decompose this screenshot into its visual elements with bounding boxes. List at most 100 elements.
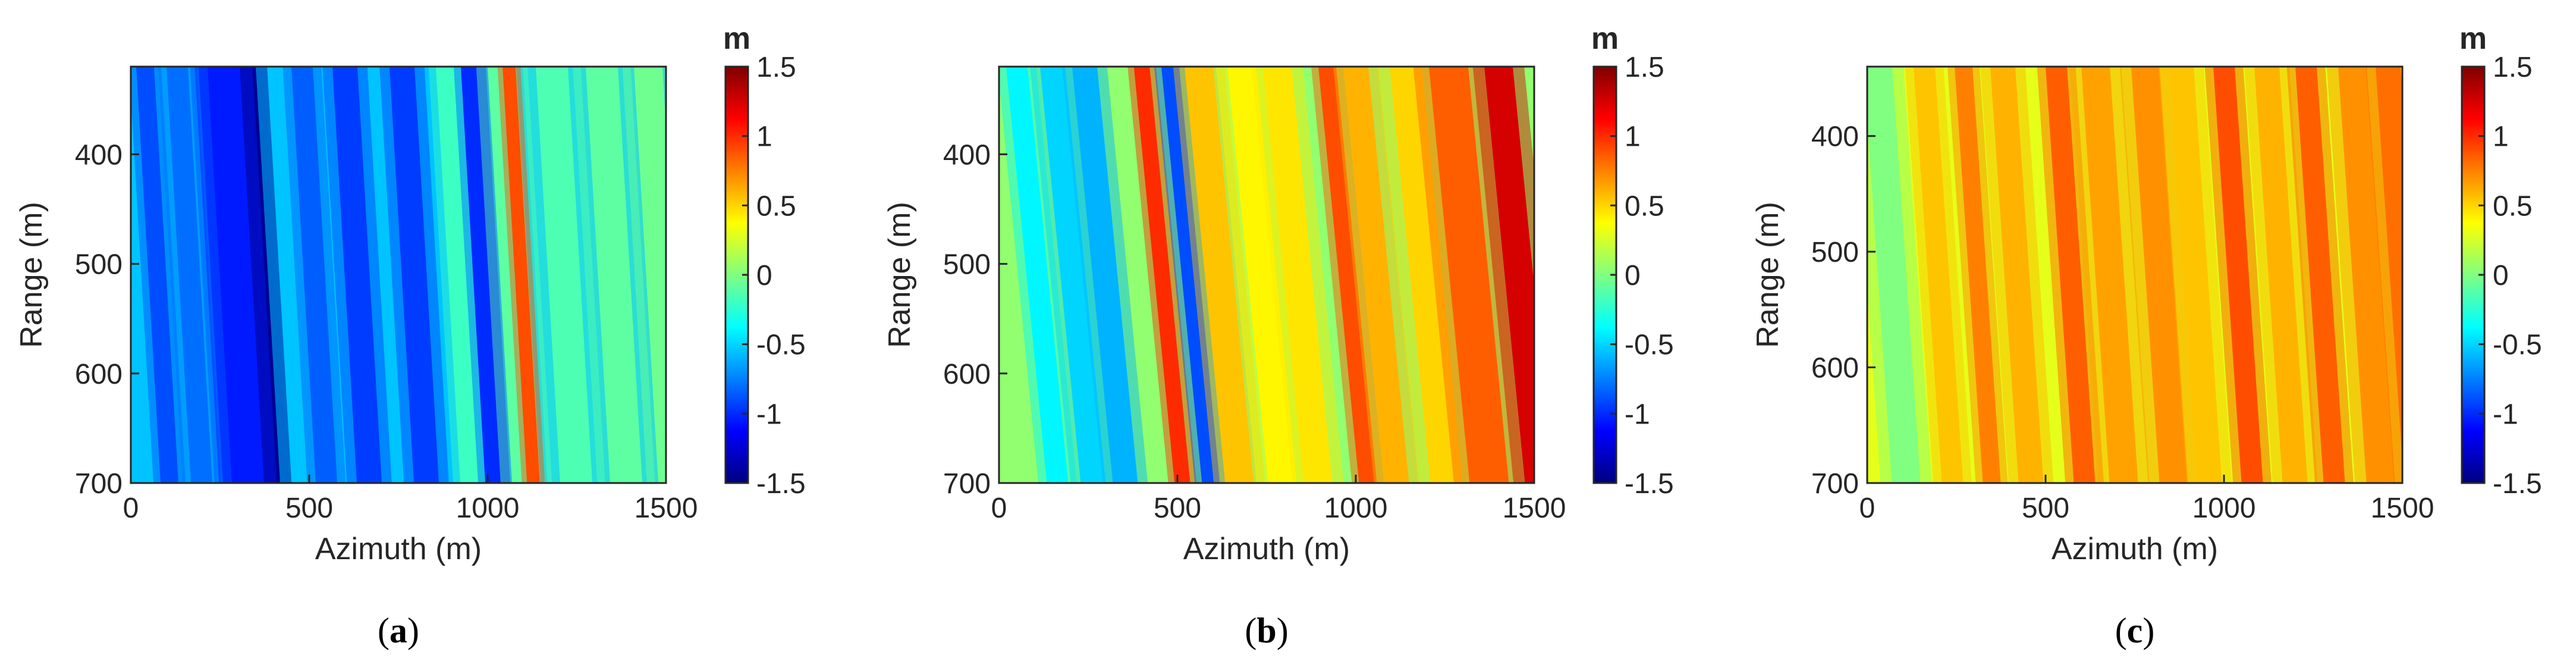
x-tick-label: 1000 [456,493,520,524]
panel-label-letter: c [2127,611,2143,650]
colorbar-tick-label: 0 [2493,260,2509,291]
chart-panel-b: 0 500 1000 1500 400 500 600 700 Azimuth (m) Range… [882,21,1674,650]
x-tick-label: 1500 [2371,493,2434,524]
heatmap-stripe [1914,67,1964,483]
heatmap-stripe [1484,67,1534,483]
heatmap-stripe [586,67,643,483]
heatmap-stripe [1343,67,1409,483]
colorbar-tick-label: -0.5 [1625,330,1674,361]
colorbar-tick-label: -1.5 [756,468,806,500]
heatmap-stripe [2131,67,2188,483]
plot-frame [1866,65,2404,484]
colorbar-unit: m [2459,21,2487,56]
heatmap-stripe [502,67,540,483]
colorbar-tick-label: -1.5 [1625,468,1674,500]
heatmap-stripe [1263,67,1333,483]
heatmap-stripe [332,67,382,483]
colorbar-tick-label: 1.5 [1625,52,1664,83]
heatmap-stripe [136,67,179,483]
y-tick-label: 700 [943,468,991,500]
heatmap-stripe [1227,67,1297,483]
colorbar-tick-label: -1.5 [2493,468,2542,500]
heatmap-stripe [2295,67,2345,483]
plot-frame [130,65,667,484]
heatmap-stripe [167,67,213,483]
heatmap-stripe [1072,67,1138,483]
heatmap-stripe [208,67,265,483]
heatmap-stripe [2169,67,2222,483]
y-axis-label: Range (m) [1751,202,1785,348]
x-tick-label: 1500 [1503,493,1566,524]
panel-label: (c) [2115,611,2155,650]
y-tick-label: 400 [75,139,122,171]
colorbar-unit: m [1591,21,1619,56]
heatmap-stripe [1006,67,1069,483]
colorbar-tick-label: 0 [1625,260,1641,291]
heatmap-stripe [291,67,338,483]
heatmap-stripe [436,67,479,483]
heatmap-stripes [1867,67,2402,483]
heatmap-stripe [1390,67,1463,483]
panel-label-letter: b [1256,611,1276,650]
heatmap-stripe [1318,67,1377,483]
colorbar-tick-label: 1.5 [2493,52,2533,83]
y-tick-label: 700 [75,468,122,500]
colorbar-tick-label: 1 [1625,121,1641,153]
x-axis-label: Azimuth (m) [315,532,482,566]
x-tick-label: 0 [991,493,1007,524]
heatmap-stripe [1161,67,1220,483]
y-tick-label: 600 [1811,353,1859,384]
panel-label-close: ) [407,611,419,650]
heatmap-stripe [2254,67,2308,483]
plot-frame [998,65,1535,484]
chart-panel-a: 0 500 1000 1500 400 500 600 700 Azimuth (m) Range… [14,21,806,650]
x-tick-label: 0 [123,493,139,524]
heatmap-stripes [131,67,666,483]
heatmap-stripe [1040,67,1106,483]
colorbar-tick-label: -1 [756,399,782,430]
heatmap-stripe [2213,67,2263,483]
heatmap-stripe [2376,67,2402,461]
x-tick-label: 1500 [634,493,698,524]
heatmap-stripe [461,67,511,483]
colorbar-tick-label: -0.5 [756,330,806,361]
heatmap-stripe [1867,67,1921,483]
colorbar-tick-label: -0.5 [2493,330,2542,361]
panel-label: (b) [1245,611,1288,650]
colorbar-tick-label: 0.5 [756,190,796,222]
colorbar-unit: m [723,21,750,56]
panel-label-open: ( [1245,611,1256,650]
chart-panel-c: 0 500 1000 1500 400 500 600 700 Azimuth (m) Range… [1751,21,2542,650]
y-tick-label: 600 [75,359,122,390]
y-axis-label: Range (m) [14,202,49,348]
heatmap-stripe [1133,67,1190,483]
y-tick-label: 400 [1811,121,1859,153]
x-axis-label: Azimuth (m) [2052,532,2218,566]
colorbar-tick-label: -1 [2493,399,2518,430]
y-tick-label: 500 [75,249,122,281]
heatmap-stripe [634,67,666,483]
x-tick-label: 500 [285,493,333,524]
heatmap-stripe [389,67,439,483]
panel-label-open: ( [378,611,389,650]
heatmap-stripe [536,67,593,483]
heatmap-stripes [999,67,1534,483]
heatmap-stripe [1429,67,1509,483]
heatmap-stripe [2046,67,2096,483]
colorbar-tick-label: 1.5 [756,52,796,83]
heatmap-stripe [2081,67,2138,483]
y-tick-label: 400 [943,139,991,171]
heatmap-stripe [2338,67,2395,483]
heatmap-stripe [1990,67,2044,483]
x-tick-label: 0 [1859,493,1876,524]
panel-label-close: ) [1277,611,1289,650]
colorbar-tick-label: 0 [756,260,772,291]
panel-label-open: ( [2115,611,2127,650]
y-tick-label: 500 [1811,237,1859,268]
colorbar-tick-label: 0.5 [2493,190,2533,222]
x-tick-label: 500 [2022,493,2069,524]
x-axis-label: Azimuth (m) [1183,532,1350,566]
x-tick-label: 500 [1154,493,1201,524]
colorbar-tick-label: 1 [2493,121,2509,153]
